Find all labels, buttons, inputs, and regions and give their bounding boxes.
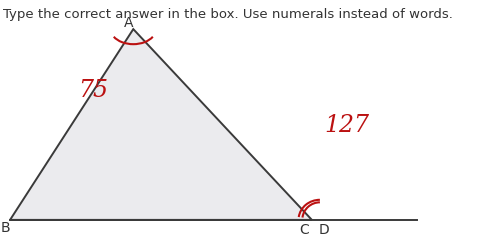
- Text: Type the correct answer in the box. Use numerals instead of words.: Type the correct answer in the box. Use …: [3, 8, 452, 20]
- Text: C: C: [299, 222, 309, 236]
- Text: A: A: [124, 16, 133, 30]
- Text: B: B: [0, 220, 10, 234]
- Text: 75: 75: [78, 78, 108, 102]
- Text: D: D: [319, 222, 330, 236]
- Text: 127: 127: [324, 114, 370, 136]
- Polygon shape: [10, 30, 312, 220]
